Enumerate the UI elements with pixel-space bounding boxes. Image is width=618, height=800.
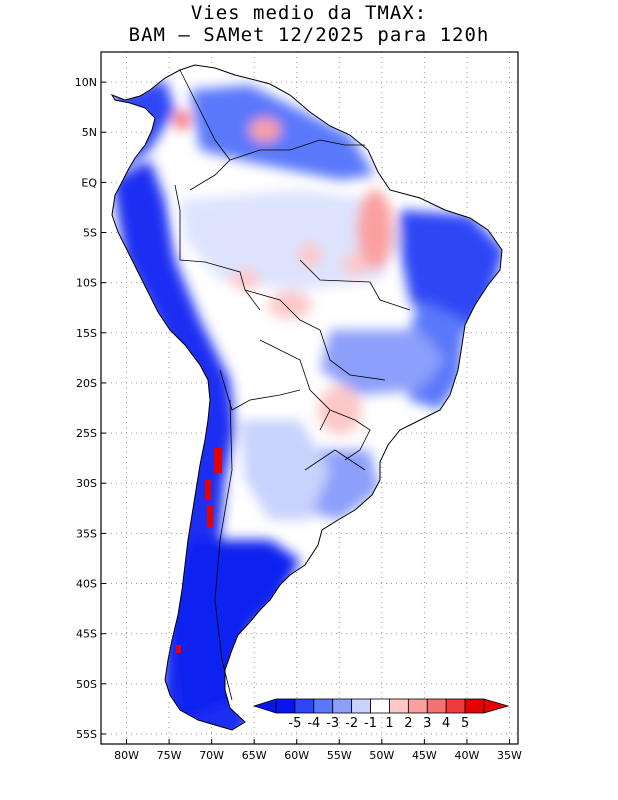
map-frame xyxy=(100,51,519,745)
lat-tick-label: 55S xyxy=(76,728,97,741)
colorbar-segment xyxy=(351,698,371,714)
colorbar-label: -1 xyxy=(364,716,377,731)
latitude-axis: 10N 5N EQ 5S 10S 15S 20S 25S 30S 35S 40S 45S 50S 55S xyxy=(75,76,106,741)
colorbar-segment xyxy=(407,698,428,714)
colorbar-segment xyxy=(426,698,447,714)
colorbar-label: -5 xyxy=(288,716,301,731)
map-title-line-2: BAM – SAMet 12/2025 para 120h xyxy=(128,24,490,46)
lat-tick-label: 30S xyxy=(76,477,97,490)
country-borders xyxy=(174,69,411,701)
colorbar-segment xyxy=(370,698,390,714)
lat-tick-label: 25S xyxy=(76,427,97,440)
lat-tick-label: 50S xyxy=(76,678,97,691)
colorbar-label: 2 xyxy=(404,716,412,731)
lat-tick-label: 45S xyxy=(76,628,97,641)
lat-tick-label: 15S xyxy=(76,327,97,340)
colorbar-label: 1 xyxy=(385,716,393,731)
lat-tick-label: 40S xyxy=(76,578,97,591)
lon-tick-label: 70W xyxy=(199,749,224,762)
colorbar-segment xyxy=(332,698,353,714)
lon-tick-label: 60W xyxy=(284,749,309,762)
lon-tick-label: 65W xyxy=(242,749,267,762)
colorbar-left-arrow xyxy=(252,698,277,714)
bias-field xyxy=(111,64,503,731)
colorbar-right-arrow xyxy=(483,698,510,714)
colorbar-label: -3 xyxy=(326,716,339,731)
map-title-line-1: Vies medio da TMAX: xyxy=(190,2,428,24)
lat-tick-label: 10S xyxy=(76,277,97,290)
colorbar-segment xyxy=(313,698,334,714)
colorbar: -5 -4 -3 -2 -1 1 2 3 4 5 xyxy=(252,698,510,731)
lat-tick-label: 5N xyxy=(82,126,97,139)
lon-tick-label: 40W xyxy=(455,749,480,762)
colorbar-segment xyxy=(445,698,466,714)
lat-tick-label: 35S xyxy=(76,527,97,540)
lat-tick-label: 5S xyxy=(83,227,97,240)
lat-tick-label: 10N xyxy=(75,76,97,89)
colorbar-segment xyxy=(294,698,315,714)
lon-tick-label: 55W xyxy=(327,749,352,762)
colorbar-segment xyxy=(275,698,296,714)
lon-tick-label: 80W xyxy=(114,749,139,762)
colorbar-label: 5 xyxy=(461,716,469,731)
lat-tick-label: EQ xyxy=(81,176,97,189)
colorbar-segment xyxy=(389,698,409,714)
lat-tick-label: 20S xyxy=(76,377,97,390)
colorbar-label: -4 xyxy=(307,716,320,731)
colorbar-segment xyxy=(464,698,485,714)
colorbar-label: 3 xyxy=(423,716,431,731)
lon-tick-label: 50W xyxy=(369,749,394,762)
colorbar-label: -2 xyxy=(345,716,358,731)
lon-tick-label: 75W xyxy=(157,749,182,762)
lon-tick-label: 35W xyxy=(497,749,522,762)
longitude-axis: 80W 75W 70W 65W 60W 55W 50W 45W 40W 35W xyxy=(114,739,522,762)
colorbar-label: 4 xyxy=(442,716,450,731)
lon-tick-label: 45W xyxy=(412,749,437,762)
